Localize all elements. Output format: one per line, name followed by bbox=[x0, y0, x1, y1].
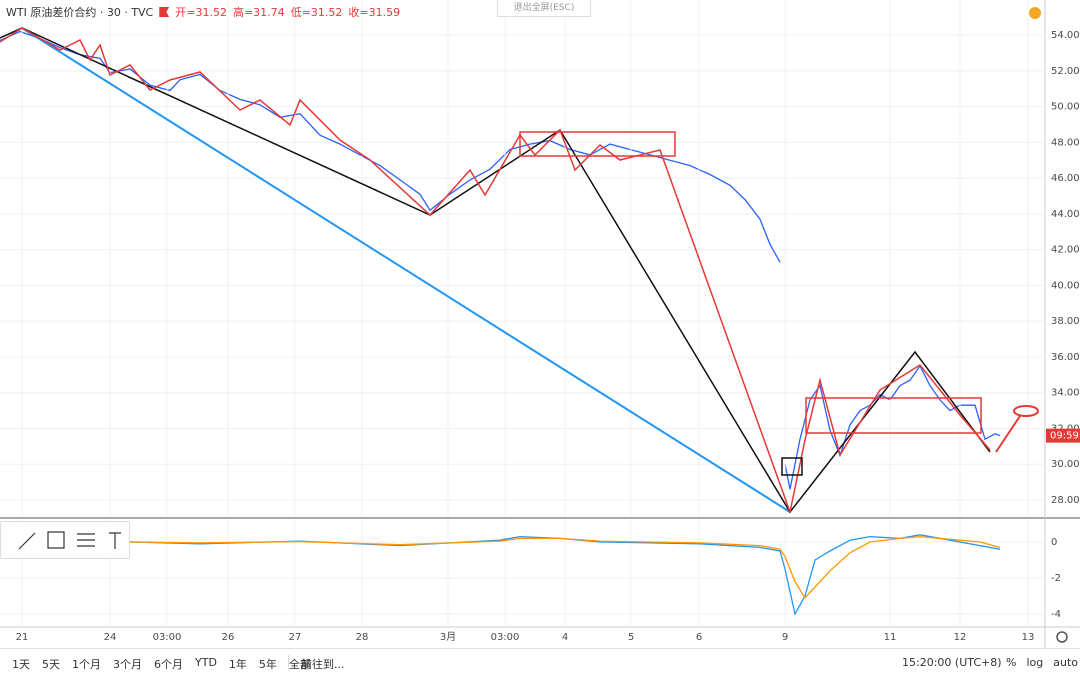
x-tick-label: 12 bbox=[954, 632, 967, 643]
y-tick-label: 28.00 bbox=[1051, 495, 1080, 506]
ohlc-value: 高=31.74 bbox=[232, 6, 285, 19]
settings-icon[interactable] bbox=[1056, 631, 1068, 643]
y-tick-label: 50.00 bbox=[1051, 102, 1080, 113]
countdown: 09:59 bbox=[1050, 431, 1079, 442]
clock: 15:20:00 (UTC+8) bbox=[902, 656, 1002, 669]
y-tick-label: 30.00 bbox=[1051, 459, 1080, 470]
x-tick-label: 3月 bbox=[440, 631, 456, 643]
trend-lines bbox=[0, 27, 991, 514]
bottom-bar: 1天 5天 1个月 3个月 6个月 YTD 1年 5年 全部 前往到... 15:20:00 (… bbox=[0, 648, 1080, 675]
range-box bbox=[519, 131, 676, 157]
y-tick-label: 46.00 bbox=[1051, 173, 1080, 184]
x-tick-label: 24 bbox=[104, 632, 117, 643]
x-tick-label: 03:00 bbox=[153, 632, 182, 643]
zigzag bbox=[0, 27, 791, 513]
range-button[interactable]: 1个月 bbox=[72, 658, 101, 671]
exit-fullscreen[interactable]: 退出全屏(ESC) bbox=[497, 0, 591, 17]
ohlc-value: 开=31.52 bbox=[175, 6, 227, 19]
y-tick-label: 48.00 bbox=[1051, 137, 1080, 148]
x-tick-label: 4 bbox=[562, 632, 568, 643]
x-tick-label: 26 bbox=[222, 632, 235, 643]
drawings bbox=[0, 27, 1039, 514]
rect-tool[interactable] bbox=[47, 531, 65, 549]
line-tool[interactable] bbox=[18, 532, 36, 550]
range-button[interactable]: 5年 bbox=[258, 658, 277, 671]
range-button[interactable]: 全部 bbox=[288, 658, 311, 671]
y-tick-label: 54.00 bbox=[1051, 30, 1080, 41]
price-line bbox=[784, 364, 1001, 490]
chart: 28.0030.0032.0034.0036.0038.0040.0042.00… bbox=[0, 0, 1080, 648]
marks: 28.0030.0032.0034.0036.0038.0040.0042.00… bbox=[0, 0, 1080, 643]
price-line bbox=[0, 535, 1001, 599]
x-tick-label: 27 bbox=[289, 632, 302, 643]
range-button[interactable]: 3个月 bbox=[113, 658, 142, 671]
x-tick-label: 5 bbox=[628, 632, 634, 643]
range-buttons: 1天 5天 1个月 3个月 6个月 YTD 1年 5年 全部 bbox=[12, 656, 311, 672]
range-button[interactable]: 5天 bbox=[42, 658, 60, 671]
y-tick-label: 44.00 bbox=[1051, 209, 1080, 220]
x-tick-label: 13 bbox=[1022, 632, 1035, 643]
zigzag bbox=[789, 364, 991, 513]
range-button[interactable]: YTD bbox=[195, 656, 217, 669]
y-tick-label: 34.00 bbox=[1051, 388, 1080, 399]
price-line bbox=[0, 534, 1001, 616]
y-tick-label: 40.00 bbox=[1051, 280, 1080, 291]
arrow-head bbox=[1013, 405, 1039, 417]
ohlc-value: 收=31.59 bbox=[348, 6, 401, 19]
price-line bbox=[0, 30, 781, 263]
x-tick-label: 9 bbox=[782, 632, 788, 643]
fib-tool[interactable] bbox=[77, 533, 95, 547]
price-tag bbox=[1046, 428, 1080, 443]
flag-icon bbox=[159, 7, 170, 17]
y-tick-label: -4 bbox=[1051, 609, 1061, 620]
scale-option[interactable]: log bbox=[1026, 656, 1044, 669]
y-tick-label: 0 bbox=[1051, 537, 1057, 548]
x-tick-label: 11 bbox=[884, 632, 897, 643]
y-tick-label: 52.00 bbox=[1051, 66, 1080, 77]
y-tick-label: 42.00 bbox=[1051, 245, 1080, 256]
x-tick-label: 03:00 bbox=[491, 632, 520, 643]
x-tick-label: 21 bbox=[16, 632, 29, 643]
text-tool[interactable] bbox=[109, 532, 121, 549]
header: WTI 原油差价合约 · 30 · TVC 开=31.52 高=31.74 低=31… bbox=[6, 4, 400, 20]
y-tick-label: -2 bbox=[1051, 573, 1061, 584]
arrow bbox=[995, 415, 1021, 453]
range-box bbox=[805, 397, 982, 434]
info-icon[interactable] bbox=[1029, 7, 1041, 19]
symbol: WTI 原油差价合约 · 30 · TVC bbox=[6, 6, 154, 19]
drawing-toolbar bbox=[0, 521, 130, 559]
scale-option[interactable]: auto bbox=[1053, 656, 1078, 669]
scale-options: % log auto bbox=[1006, 656, 1078, 669]
scale-option[interactable]: % bbox=[1006, 656, 1017, 669]
range-button[interactable]: 1年 bbox=[228, 658, 247, 671]
separator bbox=[288, 655, 289, 671]
x-tick-label: 6 bbox=[696, 632, 702, 643]
goto-button[interactable]: 前往到... bbox=[301, 658, 345, 671]
ohlc: 开=31.52 高=31.74 低=31.52 收=31.59 bbox=[175, 4, 400, 20]
trend-line bbox=[21, 27, 791, 513]
range-button[interactable]: 6个月 bbox=[154, 658, 183, 671]
range-box bbox=[781, 457, 803, 476]
ohlc-value: 低=31.52 bbox=[290, 6, 343, 19]
y-tick-label: 36.00 bbox=[1051, 352, 1080, 363]
y-tick-label: 38.00 bbox=[1051, 316, 1080, 327]
x-tick-label: 28 bbox=[356, 632, 369, 643]
tool-icons bbox=[18, 531, 121, 550]
range-button[interactable]: 1天 bbox=[12, 658, 30, 671]
